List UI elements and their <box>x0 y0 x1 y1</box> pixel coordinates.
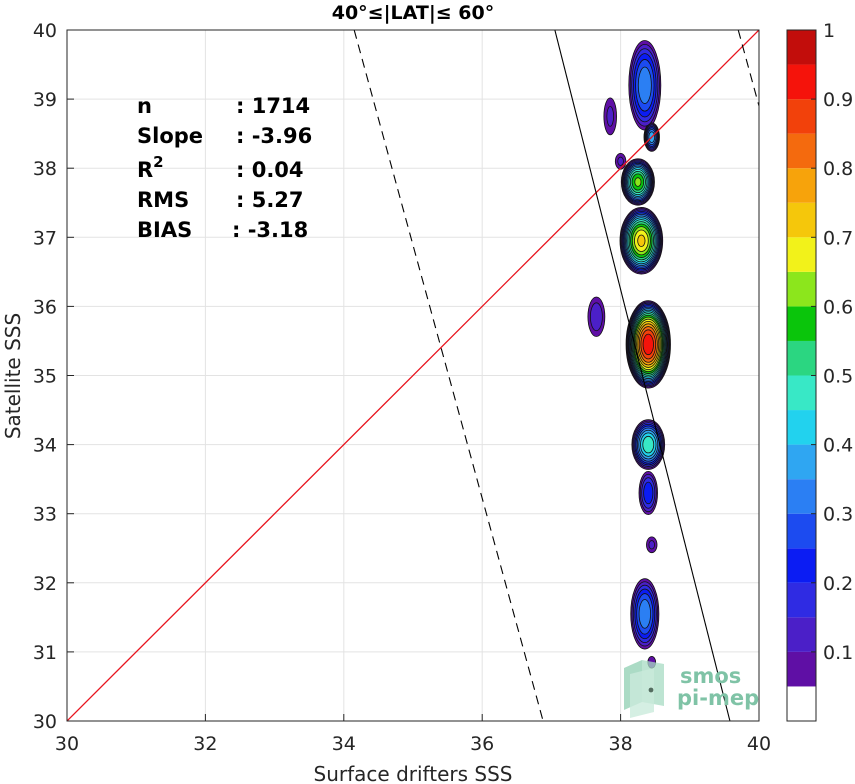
y-tick-label: 34 <box>33 435 57 457</box>
density-contour <box>643 481 654 505</box>
colorbar-tick-label: 0.7 <box>823 227 853 249</box>
density-contour <box>642 435 655 454</box>
y-tick-label: 30 <box>33 711 57 733</box>
y-tick-label: 35 <box>33 366 57 388</box>
colorbar-segment <box>787 237 816 272</box>
colorbar-tick-label: 0.1 <box>823 642 853 664</box>
y-tick-label: 32 <box>33 573 57 595</box>
colorbar-tick-label: 0.3 <box>823 504 853 526</box>
colorbar-tick-label: 0.5 <box>823 366 853 388</box>
colorbar-tick-label: 1 <box>823 20 835 42</box>
y-tick-label: 37 <box>33 227 57 249</box>
stat-value: : 1714 <box>236 94 310 118</box>
colorbar-segment <box>787 30 816 65</box>
x-tick-label: 38 <box>609 733 633 755</box>
y-tick-label: 38 <box>33 158 57 180</box>
colorbar-segment <box>787 548 816 583</box>
colorbar-segment <box>787 651 816 687</box>
colorbar-segment <box>787 306 816 341</box>
stat-value: : 0.04 <box>236 158 304 182</box>
colorbar-segment <box>787 168 816 203</box>
density-contour <box>642 333 654 356</box>
stat-value: : -3.18 <box>232 218 308 242</box>
colorbar-segment <box>787 133 816 169</box>
colorbar-segment <box>787 64 816 100</box>
colorbar-segment <box>787 513 816 549</box>
stat-label-superscript: 2 <box>153 153 163 171</box>
colorbar-tick-label: 0.2 <box>823 573 853 595</box>
density-contours <box>587 40 671 669</box>
colorbar-segment <box>787 410 816 445</box>
density-contour <box>638 599 651 629</box>
regression-fit-line <box>554 30 731 721</box>
logo-text-line2: pi-mep <box>677 686 759 710</box>
stat-label: n <box>137 94 152 118</box>
colorbar-segment <box>787 99 816 134</box>
colorbar-tick-label: 0.4 <box>823 435 853 457</box>
x-tick-label: 40 <box>747 733 771 755</box>
colorbar-tick-label: 0.6 <box>823 296 853 318</box>
regression-lines <box>67 30 759 721</box>
density-contour <box>589 302 603 332</box>
axis-ticks: 30 32 34 36 38 40 30 31 32 33 34 35 36 37 38 39 40 <box>33 20 771 755</box>
logo-text-line1: smos <box>680 664 741 688</box>
y-tick-label: 39 <box>33 89 57 111</box>
density-contour <box>606 106 615 127</box>
colorbar-segment <box>787 375 816 411</box>
density-contour <box>637 234 646 247</box>
colorbar-tick-label: 0.8 <box>823 158 853 180</box>
one-to-one-line <box>67 30 759 721</box>
density-contour <box>617 156 624 166</box>
stat-label: RMS <box>137 188 189 212</box>
colorbar-segment <box>787 686 816 721</box>
x-axis-label: Surface drifters SSS <box>314 762 513 784</box>
colorbar: 0.1 0.2 0.3 0.4 0.5 0.6 0.7 0.8 0.9 1 <box>786 20 853 722</box>
chart-title: 40°≤|LAT|≤ 60° <box>332 2 495 24</box>
stat-value: : 5.27 <box>236 188 304 212</box>
x-tick-label: 36 <box>470 733 494 755</box>
colorbar-tick-label: 0.9 <box>823 89 853 111</box>
y-axis-label: Satellite SSS <box>1 313 25 439</box>
y-tick-label: 33 <box>33 504 57 526</box>
density-contour <box>637 66 652 104</box>
colorbar-segment <box>787 582 816 618</box>
colorbar-segment <box>787 617 816 652</box>
stat-value: : -3.96 <box>236 124 312 148</box>
confidence-bound-line <box>737 30 759 107</box>
colorbar-segment <box>787 444 816 480</box>
y-tick-label: 31 <box>33 642 57 664</box>
colorbar-segment <box>787 340 816 376</box>
colorbar-segment <box>787 202 816 238</box>
density-contour <box>634 177 642 187</box>
density-contour <box>648 540 655 550</box>
logo-grid-icon <box>624 660 664 718</box>
x-tick-label: 34 <box>332 733 356 755</box>
x-tick-label: 32 <box>193 733 217 755</box>
stat-label: Slope <box>137 124 203 148</box>
y-tick-label: 36 <box>33 296 57 318</box>
stat-label: BIAS <box>137 218 192 242</box>
y-tick-label: 40 <box>33 20 57 42</box>
colorbar-segment <box>787 479 816 514</box>
x-tick-label: 30 <box>55 733 79 755</box>
smos-pi-mep-logo: smos pi-mep <box>624 660 759 718</box>
colorbar-segment <box>787 271 816 307</box>
